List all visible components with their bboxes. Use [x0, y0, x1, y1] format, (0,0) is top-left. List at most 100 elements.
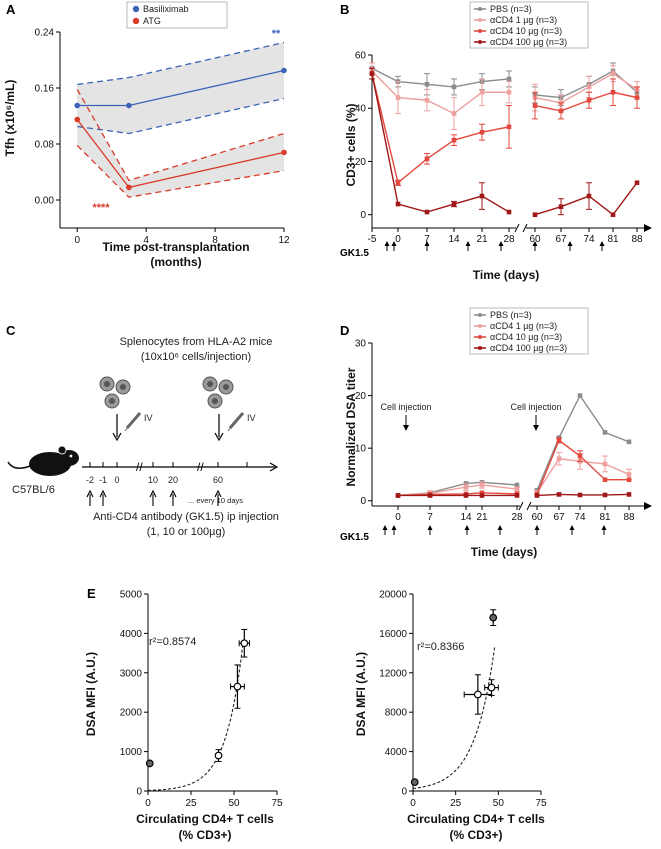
y-tick-label: 10	[355, 444, 367, 455]
data-point	[479, 493, 485, 498]
data-point	[626, 477, 632, 483]
panel-a-ylabel: Tfh (x10⁶/mL)	[3, 80, 17, 157]
data-point	[506, 209, 512, 215]
data-point	[556, 437, 562, 443]
data-point	[427, 493, 433, 498]
timeline-tick-label: 60	[213, 475, 223, 485]
upper-bound-line	[77, 41, 285, 86]
cell-injection-annotation: Cell injection Cell injection	[380, 402, 561, 412]
syringe-icon: IV	[227, 412, 256, 432]
y-tick-label: 0.24	[35, 28, 55, 39]
timeline-tick-label: 10	[148, 475, 158, 485]
gk-injection-arrowhead	[567, 241, 573, 246]
data-point	[626, 472, 632, 477]
axis-break-icon: //	[197, 460, 204, 474]
timeline-tick-label: 0	[114, 475, 119, 485]
x-tick-label: 0	[74, 235, 80, 246]
x-tick-label: 14	[448, 234, 460, 245]
panel-e-left-xlabel: Circulating CD4+ T cells	[136, 812, 274, 826]
panel-e-label: E	[87, 586, 96, 601]
x-tick-label: 28	[503, 234, 515, 245]
series-line	[536, 493, 630, 497]
series-line	[536, 439, 629, 495]
data-point	[626, 492, 632, 497]
x-tick-label: 67	[553, 512, 565, 523]
legend-label: αCD4 1 µg (n=3)	[490, 321, 557, 331]
panel-e-left-plot: 0 1000 2000 3000 4000 5000 0 25 50 75	[120, 590, 283, 810]
data-point	[451, 201, 457, 207]
panel-e: E 0 1000 2000 3000 4000 5000 0 25 50 75 0 4000 8000…	[84, 586, 547, 842]
panel-e-right-xlabel-2: (% CD3+)	[449, 828, 502, 842]
y-tick-label: 0.08	[35, 140, 55, 151]
y-tick-label: 0.16	[35, 84, 55, 95]
timeline-tick-label: -2	[86, 475, 94, 485]
gk-injection-arrowhead	[464, 525, 470, 530]
splenocyte-cluster-day60	[202, 376, 234, 409]
legend-box	[469, 307, 589, 355]
lower-bound-line	[76, 144, 285, 198]
gk-injection-arrowhead	[569, 525, 575, 530]
confidence-band	[77, 89, 284, 198]
data-point	[395, 201, 401, 207]
y-tick-label: 2000	[120, 708, 143, 719]
series-line	[371, 73, 510, 213]
confidence-band	[77, 42, 284, 134]
panel-d-legend: PBS (n=3)αCD4 1 µg (n=3)αCD4 10 µg (n=3)…	[469, 307, 589, 355]
y-tick-label: 0	[136, 787, 142, 798]
y-tick-label: 20000	[379, 590, 407, 601]
panel-a-plot: 0.00 0.08 0.16 0.24 0 4 8 12	[35, 28, 290, 247]
panel-d-label: D	[340, 323, 349, 338]
y-tick-label: 40	[355, 104, 367, 115]
panel-b-legend: PBS (n=3)αCD4 1 µg (n=3)αCD4 10 µg (n=3)…	[469, 1, 589, 49]
gk-injection-arrowhead	[391, 241, 397, 246]
panel-a: A 0.000.080.160.240 4 8 12 Basiliximab ATG …	[3, 1, 290, 269]
x-tick-label: 28	[511, 512, 523, 523]
timeline-tick-label: -1	[99, 475, 107, 485]
panel-e-right-plot: 0 4000 8000 12000 16000 20000 0 25 50 75	[379, 590, 547, 810]
x-tick-label: 8	[212, 235, 218, 246]
data-point	[610, 89, 616, 95]
data-point	[281, 67, 287, 74]
data-point	[479, 89, 485, 95]
series-line	[371, 73, 510, 185]
x-tick-label: 12	[278, 235, 290, 246]
cell-injection-arrowhead	[403, 425, 409, 431]
legend-label: PBS (n=3)	[490, 4, 532, 14]
gk-injection-arrowhead	[497, 525, 503, 530]
axis-break-gap	[520, 501, 530, 511]
panel-b-xlabel: Time (days)	[473, 268, 539, 282]
data-point	[586, 193, 592, 199]
x-tick-label: 7	[424, 234, 430, 245]
data-point	[126, 102, 132, 109]
y-tick-label: 0.00	[35, 196, 55, 207]
legend-box	[126, 1, 228, 29]
data-point	[479, 193, 485, 199]
legend-marker	[478, 335, 482, 339]
panel-c-title: Splenocytes from HLA-A2 mice	[120, 336, 273, 348]
x-tick-label: -5	[368, 234, 377, 245]
x-tick-label: 74	[574, 512, 586, 523]
legend-label-basiliximab: Basiliximab	[143, 4, 189, 14]
data-point	[240, 639, 249, 648]
data-point	[487, 683, 496, 692]
legend-marker	[478, 29, 482, 33]
panel-c-subtitle: (10x10⁶ cells/injection)	[141, 351, 251, 363]
data-point	[586, 97, 592, 103]
y-tick-label: 60	[355, 51, 367, 62]
y-tick-label: 4000	[385, 747, 408, 758]
y-tick-label: 5000	[120, 590, 143, 601]
x-tick-label: 88	[623, 512, 635, 523]
gk-injection-arrowhead	[601, 525, 607, 530]
legend-label: αCD4 1 µg (n=3)	[490, 15, 557, 25]
panel-a-label: A	[6, 2, 16, 17]
data-point	[577, 393, 583, 398]
data-point	[74, 102, 81, 109]
data-point	[479, 482, 485, 488]
data-point	[369, 71, 375, 76]
legend-label: PBS (n=3)	[490, 310, 532, 320]
x-tick-label: 60	[529, 234, 541, 245]
gk-injection-arrowhead	[391, 525, 397, 530]
